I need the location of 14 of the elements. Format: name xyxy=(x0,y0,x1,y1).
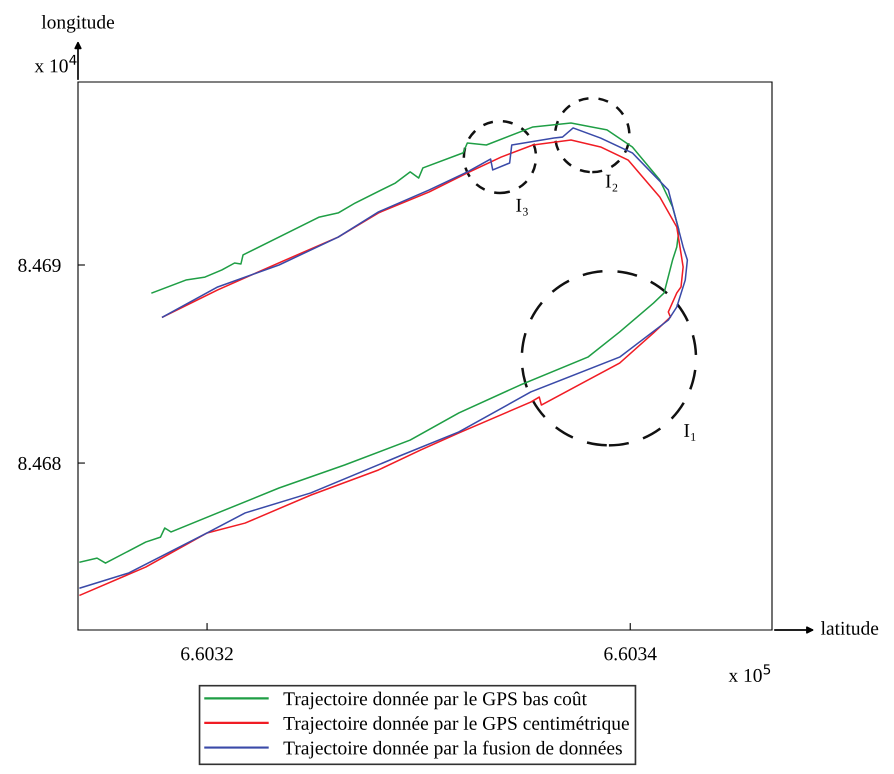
y-tick-label: 8.469 xyxy=(18,258,61,272)
x-tick-label: 6.6034 xyxy=(604,647,657,660)
text: x 10$^{5}$ xyxy=(728,664,770,682)
annotation: I₁ xyxy=(684,424,696,441)
annotation: I₂ xyxy=(606,174,618,192)
legend-label: Trajectoire donnée par la fusion de données xyxy=(283,740,622,758)
text: x 10$^{4}$ xyxy=(34,54,77,72)
legend-label: Trajectoire donnée par le GPS bas coût xyxy=(283,692,587,710)
x-axis-title: latitude xyxy=(820,621,878,635)
x-tick-label: 6.6032 xyxy=(181,647,233,660)
y-tick-label: 8.468 xyxy=(18,456,61,470)
legend-label: Trajectoire donnée par le GPS centimétrique xyxy=(283,716,629,734)
y-axis-title: longitude xyxy=(42,14,114,33)
annotation: I₃ xyxy=(516,198,528,216)
